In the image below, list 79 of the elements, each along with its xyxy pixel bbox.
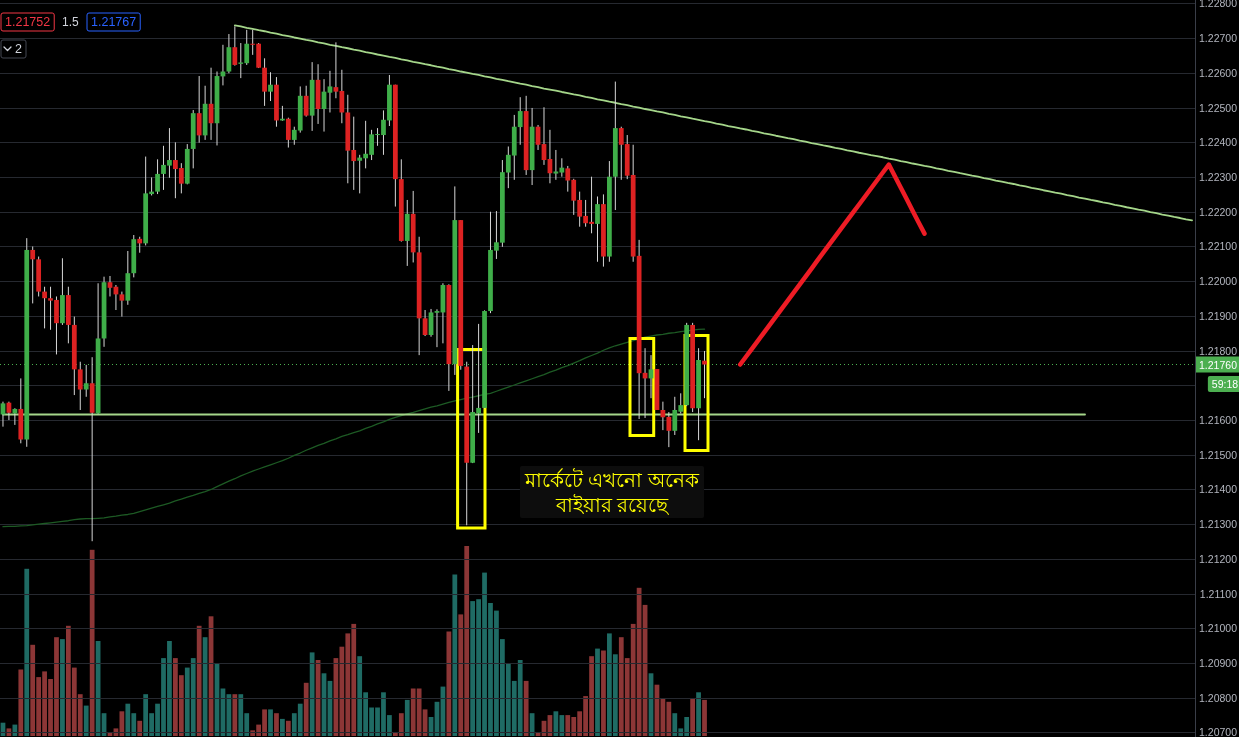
candlestick: [107, 275, 113, 297]
y-tick: 1.20900: [1199, 657, 1237, 670]
y-tick: 1.21400: [1199, 483, 1237, 496]
annotation: 1.21752: [0, 12, 55, 32]
bar: [702, 699, 707, 736]
bar: [268, 709, 273, 736]
candlestick: [666, 411, 672, 448]
y-tick: 1.22800: [1199, 0, 1237, 10]
candlestick: [262, 57, 267, 107]
line-series: [2, 328, 706, 528]
bar: [446, 631, 452, 736]
bar: [309, 652, 315, 736]
candlestick: [77, 361, 83, 411]
bar: [404, 699, 410, 736]
bar: [280, 718, 285, 736]
candlestick: [702, 350, 707, 399]
bar: [601, 650, 606, 736]
line-series: [737, 162, 927, 367]
candlestick: [327, 70, 333, 113]
annotation: 2: [15, 42, 22, 56]
y-tick: 1.21500: [1199, 448, 1237, 461]
candlestick: [434, 308, 440, 348]
annotation: 1.21767: [86, 12, 141, 32]
y-tick: 1.21300: [1199, 518, 1237, 531]
candlestick: [303, 85, 309, 118]
annotation: 1.5: [62, 15, 79, 29]
candlestick: [285, 117, 291, 149]
y-tick: 1.20800: [1199, 691, 1237, 704]
y-tick: 1.21800: [1199, 344, 1237, 357]
bar: [232, 694, 238, 736]
bar: [89, 549, 95, 736]
bar: [137, 720, 143, 736]
y-tick: 1.21000: [1199, 622, 1237, 635]
y-tick: 1.21100: [1199, 587, 1237, 600]
annotation: 1.21767: [91, 15, 137, 29]
bar: [523, 680, 529, 736]
candlestick: [119, 291, 125, 318]
bar: [83, 705, 89, 736]
annotation: 2: [0, 39, 27, 59]
bar: [303, 682, 309, 736]
y-tick: 1.22000: [1199, 275, 1237, 288]
y-tick: 1.21600: [1199, 414, 1237, 427]
annotation: 1.21752: [5, 15, 51, 29]
annotation: মার্কেটে এখনো অনেক বাইয়ার রয়েছে: [519, 466, 705, 518]
bar: [18, 669, 24, 736]
candlestick: [12, 407, 18, 426]
y-tick: 1.22700: [1199, 32, 1237, 45]
y-tick: 1.22100: [1199, 240, 1237, 253]
candlestick: [83, 364, 89, 398]
bar: [696, 692, 701, 736]
bar: [690, 698, 695, 736]
ref-line-label: 1.21760: [1199, 358, 1238, 371]
candlestick: [357, 154, 363, 194]
bar: [452, 574, 458, 736]
y-tick: 1.22300: [1199, 171, 1237, 184]
candlestick: [30, 245, 36, 304]
candlestick: [268, 71, 273, 102]
line-series: [233, 24, 1193, 222]
y-tick: 1.22500: [1199, 101, 1237, 114]
candlestick: [517, 96, 523, 146]
y-tick: 1.21900: [1199, 309, 1237, 322]
y-tick: 1.22600: [1199, 66, 1237, 79]
y-tick: 1.21200: [1199, 552, 1237, 565]
candlestick: [42, 286, 47, 329]
bar: [595, 648, 600, 736]
y-tick: 1.22200: [1199, 205, 1237, 218]
candlestick: [155, 158, 160, 195]
bar: [24, 568, 30, 736]
y-tick: 1.22400: [1199, 136, 1237, 149]
bar: [60, 639, 65, 736]
bar: [196, 625, 202, 736]
bar: [12, 724, 18, 736]
candlestick: [196, 75, 202, 144]
candlestick: [232, 25, 238, 67]
y-tick: 1.20700: [1199, 726, 1237, 737]
annotation: 59:18: [1207, 376, 1239, 392]
candlestick: [595, 195, 600, 263]
bar: [274, 713, 279, 736]
bar: [285, 720, 291, 736]
